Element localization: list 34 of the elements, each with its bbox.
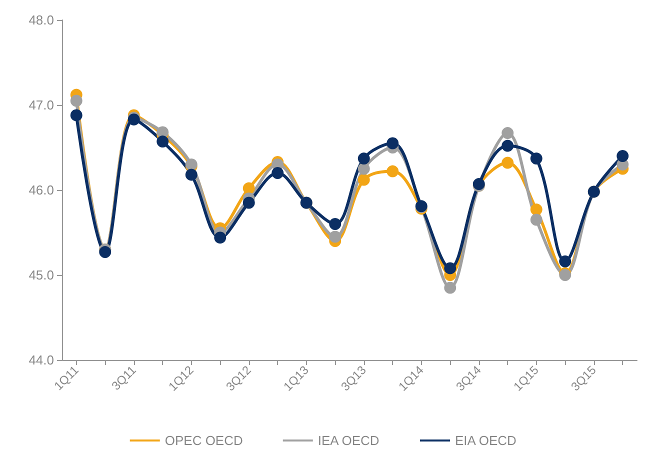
point: [70, 109, 82, 122]
point: [502, 140, 514, 152]
point: [530, 214, 542, 226]
point: [616, 150, 629, 162]
point: [530, 152, 542, 165]
point: [99, 246, 112, 258]
legend-label: EIA OECD: [455, 433, 516, 448]
y-tick-label: 44.0: [28, 352, 54, 368]
point: [214, 232, 226, 244]
point: [386, 137, 399, 150]
legend-label: IEA OECD: [318, 433, 380, 448]
point: [329, 230, 342, 243]
point: [329, 218, 342, 230]
point: [242, 182, 255, 194]
y-tick-label: 47.0: [28, 98, 54, 112]
point: [386, 165, 399, 178]
point: [70, 94, 82, 107]
y-tick-label: 45.0: [28, 268, 54, 282]
point: [156, 136, 169, 148]
point: [530, 204, 542, 216]
point: [502, 156, 514, 169]
point: [358, 152, 370, 165]
point: [559, 255, 572, 268]
y-tick-label: 48.0: [28, 12, 54, 28]
point: [358, 174, 370, 186]
y-tick-label: 46.0: [28, 182, 54, 198]
point: [242, 196, 255, 209]
legend-label: OPEC OECD: [164, 433, 243, 448]
point: [444, 282, 456, 294]
point: [358, 162, 370, 175]
point: [444, 262, 456, 274]
point: [185, 168, 198, 181]
point: [502, 127, 514, 140]
point: [272, 167, 284, 179]
